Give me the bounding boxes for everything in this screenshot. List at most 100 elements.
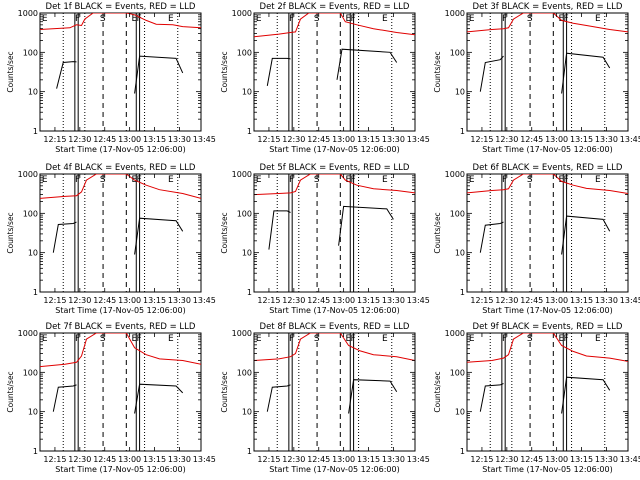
y-tick-label: 100 (237, 48, 252, 57)
y-tick-label: 1000 (18, 329, 38, 338)
x-tick-label: 13:00 (118, 455, 141, 464)
panel-title: Det 5f BLACK = Events, RED = LLD (260, 163, 410, 173)
marker-label-E: E (558, 334, 564, 344)
y-tick-label: 1 (33, 127, 38, 136)
lld-series-line (254, 174, 415, 196)
x-tick-label: 12:15 (43, 455, 66, 464)
plot-frame (253, 332, 416, 452)
marker-label-F: F (289, 14, 294, 24)
marker-label-F: F (75, 334, 80, 344)
x-axis-label: Start Time (17-Nov-05 12:06:00) (55, 145, 185, 154)
y-tick-label: 10 (242, 408, 252, 417)
marker-label-S: S (314, 334, 320, 344)
y-tick-label: 1 (247, 127, 252, 136)
y-axis-label: Counts/sec (6, 212, 15, 253)
lld-series-line (40, 333, 201, 368)
x-tick-label: 13:45 (407, 296, 430, 305)
lld-series-line (40, 13, 201, 30)
x-tick-label: 12:15 (257, 296, 280, 305)
y-axis-label: Counts/sec (6, 371, 15, 412)
events-series-segment (336, 48, 398, 80)
y-tick-label: 1 (247, 288, 252, 297)
y-axis-label: Counts/sec (6, 51, 15, 92)
events-series-segment (266, 384, 291, 412)
x-tick-label: 13:30 (595, 455, 618, 464)
marker-label-E: E (469, 334, 475, 344)
marker-label-E: E (256, 14, 262, 24)
lld-series-line (40, 174, 201, 199)
y-tick-label: 1 (33, 288, 38, 297)
panel-title: Det 6f BLACK = Events, RED = LLD (473, 163, 623, 173)
marker-label-F: F (350, 334, 355, 344)
y-tick-label: 10 (28, 249, 38, 258)
marker-label-E: E (42, 175, 48, 185)
y-tick-label: 100 (23, 368, 38, 377)
y-tick-label: 10 (455, 249, 465, 258)
x-tick-label: 13:45 (193, 296, 216, 305)
y-tick-label: 1000 (445, 329, 465, 338)
y-tick-label: 10 (455, 88, 465, 97)
marker-label-E: E (168, 14, 174, 24)
x-tick-label: 13:15 (570, 455, 593, 464)
plot-frame (466, 12, 629, 132)
marker-label-F: F (563, 175, 568, 185)
x-tick-label: 13:00 (332, 455, 355, 464)
marker-label-E: E (256, 175, 262, 185)
panel-title: Det 4f BLACK = Events, RED = LLD (46, 163, 196, 173)
y-tick-label: 1 (247, 447, 252, 456)
plot-frame (39, 332, 202, 452)
marker-label-F: F (502, 334, 507, 344)
y-tick-label: 1000 (232, 9, 252, 18)
x-axis-label: Start Time (17-Nov-05 12:06:00) (482, 306, 612, 315)
marker-label-S: S (314, 175, 320, 185)
events-series-segment (52, 221, 77, 253)
y-tick-label: 10 (242, 88, 252, 97)
x-tick-label: 13:30 (382, 296, 405, 305)
x-tick-label: 13:00 (118, 135, 141, 144)
events-series-segment (479, 383, 504, 412)
lld-series-line (254, 13, 415, 38)
x-axis-label: Start Time (17-Nov-05 12:06:00) (55, 465, 185, 474)
x-tick-label: 13:00 (545, 135, 568, 144)
marker-label-E: E (382, 14, 388, 24)
y-axis-label: Counts/sec (220, 371, 229, 412)
marker-label-S: S (314, 14, 320, 24)
marker-label-F: F (289, 334, 294, 344)
marker-label-F: F (350, 175, 355, 185)
x-tick-label: 12:30 (495, 296, 518, 305)
marker-label-F: F (136, 334, 141, 344)
x-tick-label: 13:15 (570, 296, 593, 305)
x-tick-label: 12:15 (257, 455, 280, 464)
plot-frame (253, 173, 416, 293)
x-axis-label: Start Time (17-Nov-05 12:06:00) (269, 465, 399, 474)
events-series-segment (561, 52, 611, 94)
x-tick-label: 13:15 (143, 455, 166, 464)
events-series-segment (56, 61, 77, 89)
marker-label-E: E (469, 175, 475, 185)
y-tick-label: 10 (455, 408, 465, 417)
marker-label-E: E (382, 334, 388, 344)
lld-series-line (467, 333, 628, 363)
x-tick-label: 12:30 (68, 135, 91, 144)
x-tick-label: 13:45 (407, 135, 430, 144)
marker-label-E: E (595, 334, 601, 344)
y-tick-label: 1 (460, 447, 465, 456)
marker-label-E: E (558, 14, 564, 24)
marker-label-E: E (42, 14, 48, 24)
marker-label-F: F (350, 14, 355, 24)
x-tick-label: 13:00 (545, 455, 568, 464)
x-tick-label: 13:15 (357, 135, 380, 144)
x-tick-label: 13:45 (620, 296, 640, 305)
x-tick-label: 13:30 (382, 135, 405, 144)
x-tick-label: 13:00 (118, 296, 141, 305)
x-tick-label: 13:15 (357, 296, 380, 305)
y-axis-label: Counts/sec (433, 212, 442, 253)
x-axis-label: Start Time (17-Nov-05 12:06:00) (482, 145, 612, 154)
marker-label-E: E (595, 175, 601, 185)
marker-label-F: F (136, 14, 141, 24)
y-tick-label: 1000 (445, 170, 465, 179)
marker-label-E: E (345, 334, 351, 344)
